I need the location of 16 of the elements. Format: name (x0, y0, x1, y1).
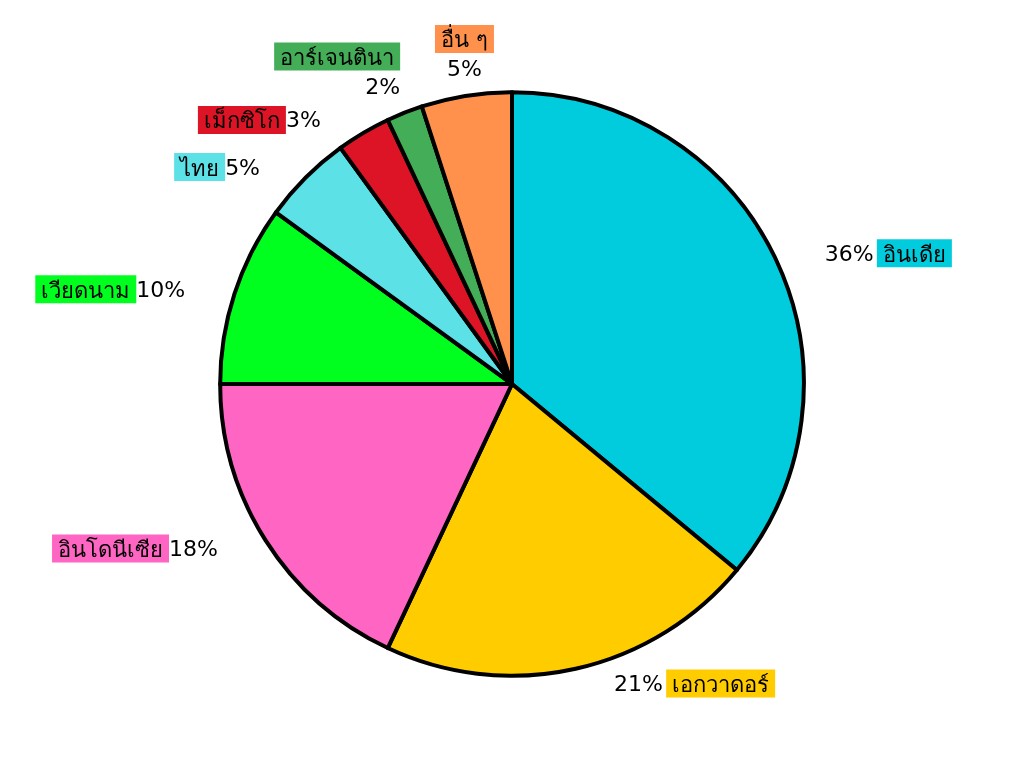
data-label: 5% (225, 154, 261, 180)
slice-label: เม็กซิโก (203, 106, 280, 134)
slice-label: ไทย (178, 155, 220, 181)
data-label: 10% (136, 276, 186, 302)
slice-label: เวียดนาม (41, 277, 131, 303)
slice-label: เอกวาดอร์ (672, 671, 770, 697)
data-label: 18% (169, 535, 218, 561)
data-label: 36% (824, 240, 874, 266)
slice-label: อื่น ๆ (440, 24, 488, 53)
slice-label: อาร์เจนตินา (280, 45, 395, 70)
data-label: 5% (447, 56, 482, 82)
slice-label: อินเดีย (882, 241, 946, 267)
slice-label: อินโดนีเซีย (58, 536, 164, 562)
data-label: 21% (613, 670, 663, 696)
data-label: 3% (285, 107, 321, 133)
data-label: 2% (365, 74, 401, 99)
